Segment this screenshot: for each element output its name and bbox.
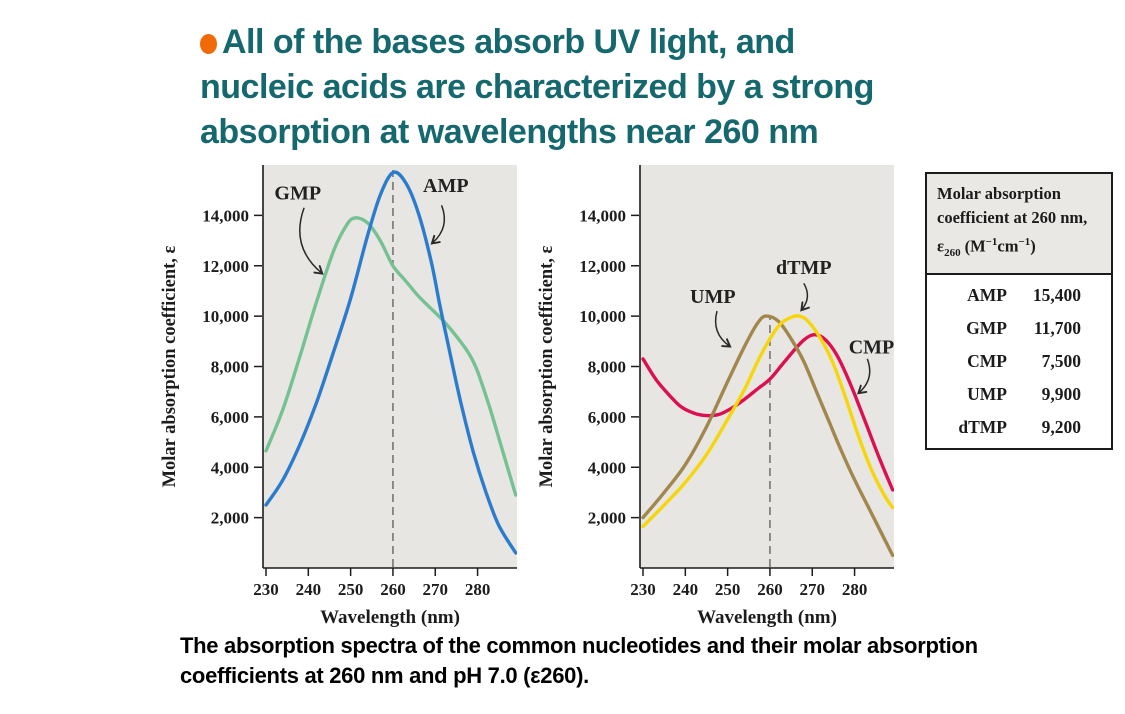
- y-tick-label: 10,000: [202, 307, 249, 326]
- x-tick-label: 280: [465, 580, 491, 599]
- y-tick-label: 14,000: [579, 206, 626, 225]
- caption-line-1: The absorption spectra of the common nuc…: [180, 633, 978, 658]
- x-tick-label: 260: [757, 580, 783, 599]
- unit-molar-exp: −1: [985, 236, 998, 248]
- table-body: AMP 15,400 GMP 11,700 CMP 7,500 UMP 9,900 dT…: [927, 275, 1111, 450]
- table-row: UMP 9,900: [967, 383, 1081, 404]
- title-line-1: All of the bases absorb UV light, and: [200, 20, 1010, 65]
- series-label-CMP: CMP: [849, 336, 895, 358]
- x-tick-label: 230: [630, 580, 656, 599]
- x-tick-label: 280: [842, 580, 868, 599]
- unit-molar: M: [970, 236, 986, 256]
- y-tick-label: 6,000: [588, 408, 626, 427]
- title-text-1: All of the bases absorb UV light, and: [222, 23, 795, 61]
- y-tick-label: 4,000: [588, 458, 626, 477]
- figure-caption: The absorption spectra of the common nuc…: [180, 631, 1120, 691]
- x-tick-label: 250: [715, 580, 741, 599]
- epsilon-symbol: ε: [937, 236, 945, 256]
- table-header-line-1: Molar absorption: [937, 184, 1061, 203]
- y-tick-label: 12,000: [202, 257, 249, 276]
- label-arrow-AMP: [430, 205, 446, 245]
- x-tick-label: 240: [673, 580, 699, 599]
- curve-GMP: [264, 216, 517, 497]
- x-axis-label: Wavelength (nm): [320, 607, 460, 628]
- unit-close: ): [1030, 236, 1036, 256]
- table-row: dTMP 9,200: [958, 416, 1081, 437]
- bullet-icon: [200, 34, 217, 54]
- x-tick-label: 260: [380, 580, 406, 599]
- unit-cm: cm: [997, 236, 1019, 256]
- unit-open: (: [964, 236, 971, 256]
- y-tick-label: 2,000: [211, 509, 249, 528]
- x-tick-label: 270: [423, 580, 449, 599]
- epsilon-subscript: 260: [944, 246, 961, 259]
- label-arrow-UMP: [714, 310, 732, 348]
- y-axis-label: Molar absorption coefficient, ε: [160, 245, 180, 487]
- x-tick-label: 270: [800, 580, 826, 599]
- table-header-line-2: coefficient at 260 nm,: [937, 208, 1088, 227]
- y-tick-label: 10,000: [579, 307, 626, 326]
- y-tick-label: 14,000: [202, 206, 249, 225]
- table-row: CMP 7,500: [967, 350, 1081, 371]
- label-arrow-dTMP: [800, 283, 810, 312]
- table-row: AMP 15,400: [967, 284, 1081, 305]
- caption-line-2: coefficients at 260 nm and pH 7.0 (ε260)…: [180, 663, 589, 688]
- curve-CMP: [641, 333, 894, 492]
- x-tick-label: 230: [253, 580, 279, 599]
- plot-area: [640, 165, 894, 568]
- curve-AMP: [264, 170, 517, 555]
- slide-title: All of the bases absorb UV light, and nu…: [200, 20, 1010, 155]
- y-axis-label: Molar absorption coefficient, ε: [537, 245, 557, 487]
- x-tick-label: 240: [296, 580, 322, 599]
- molar-coefficient-table: Molar absorption coefficient at 260 nm, …: [925, 172, 1113, 450]
- y-tick-label: 4,000: [211, 458, 249, 477]
- curve-dTMP: [641, 314, 894, 529]
- series-label-GMP: GMP: [274, 183, 321, 205]
- plot-area: [263, 165, 517, 568]
- x-axis-label: Wavelength (nm): [697, 607, 837, 628]
- series-label-UMP: UMP: [690, 286, 736, 308]
- y-tick-label: 2,000: [588, 509, 626, 528]
- unit-cm-exp: −1: [1018, 236, 1031, 248]
- y-tick-label: 12,000: [579, 257, 626, 276]
- left-absorption-chart: 2,000 4,000 6,000 8,000 10,000 12,000 14,000 23…: [160, 165, 517, 628]
- series-label-AMP: AMP: [423, 175, 469, 197]
- table-header: Molar absorption coefficient at 260 nm, …: [927, 174, 1111, 275]
- x-tick-label: 250: [338, 580, 364, 599]
- label-arrow-CMP: [857, 358, 871, 395]
- y-tick-label: 6,000: [211, 408, 249, 427]
- curve-UMP: [641, 314, 894, 558]
- right-absorption-chart: 2,000 4,000 6,000 8,000 10,000 12,000 14,000 23…: [537, 165, 895, 628]
- label-arrow-GMP: [299, 207, 324, 275]
- table-row: GMP 11,700: [966, 317, 1081, 338]
- y-tick-label: 8,000: [588, 358, 626, 377]
- series-label-dTMP: dTMP: [776, 257, 832, 279]
- title-line-3: absorption at wavelengths near 260 nm: [200, 113, 819, 151]
- table-header-line-3: ε260 (M−1cm−1): [937, 230, 1101, 265]
- title-line-2: nucleic acids are characterized by a str…: [200, 68, 874, 106]
- y-tick-label: 8,000: [211, 358, 249, 377]
